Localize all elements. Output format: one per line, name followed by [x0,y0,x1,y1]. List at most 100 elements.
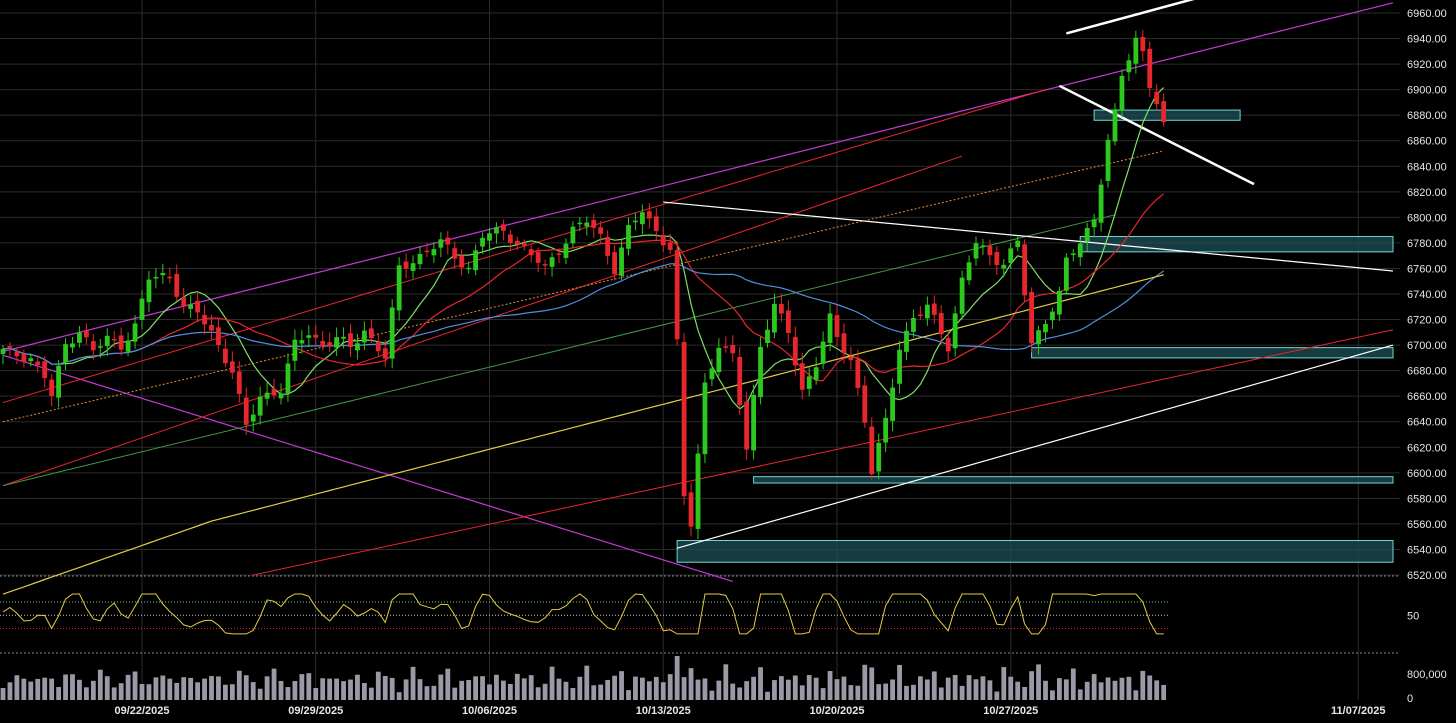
volume-bar [466,680,472,700]
price-tick-label: 6960.00 [1407,8,1447,20]
price-tick-label: 6780.00 [1407,238,1447,250]
price-tick-label: 6840.00 [1407,161,1447,173]
candle [1050,307,1055,329]
volume-bar [320,678,326,700]
price-tick-label: 6560.00 [1407,519,1447,531]
candle [0,345,6,365]
candle [820,331,826,370]
volume-bar [0,688,6,700]
candle [723,336,729,353]
volume-bar [236,670,242,700]
price-tick-label: 6860.00 [1407,136,1447,148]
candle-body [598,227,604,234]
candle-body [42,361,48,379]
candle-body [918,314,923,317]
volume-bar [362,682,367,700]
candle [466,261,472,274]
volume-bar [35,678,41,700]
candle [306,325,312,347]
volume-bar [1057,678,1062,700]
volume-bar [1043,680,1048,700]
candle [1112,103,1118,146]
candle-body [966,262,972,281]
candle [966,255,972,285]
candle-body [792,336,798,366]
support-zone [1093,109,1241,121]
volume-bar [1077,689,1083,700]
candle-body [355,343,360,351]
candle-body [1008,248,1014,263]
candle [1126,53,1132,81]
candle-body [681,341,687,497]
rsi-line [2,593,1164,635]
volume-bar [243,675,249,700]
candle [501,219,506,241]
candle-body [209,324,214,331]
volume-bar [417,679,423,700]
volume-bar [542,683,548,700]
volume-bar [806,675,812,700]
volume-bar [813,677,819,700]
candle-body [799,363,805,390]
candle [980,238,986,255]
volume-bar [341,681,346,700]
candle-body [243,397,249,425]
trend-line [1058,84,1255,186]
volume-bar [897,664,902,700]
candle [598,220,604,244]
candle [570,221,576,248]
candle [549,252,555,277]
volume-bar [84,687,89,700]
candle-body [292,339,298,361]
candle-body [250,414,256,422]
volume-bar [77,679,82,700]
candle [730,335,736,362]
candle [375,333,381,357]
candle [514,236,520,251]
volume-bar [779,676,784,700]
candle [911,309,916,338]
candle [452,241,458,269]
volume-bar [528,675,534,700]
price-tick-label: 6640.00 [1407,417,1447,429]
date-tick-label: 09/29/2025 [288,705,343,717]
candle-body [70,343,75,348]
volume-bar [209,676,214,700]
candle-body [730,345,736,354]
volume-bar [1098,682,1104,700]
candle [772,293,777,339]
volume-bar [591,685,597,700]
candle [563,238,569,264]
candle-body [125,340,131,352]
moving-averages [2,87,1165,595]
price-tick-label: 6580.00 [1407,493,1447,505]
volume-bar [765,691,770,700]
candle-body [49,379,55,396]
price-tick-label: 6940.00 [1407,34,1447,46]
candle-body [7,346,13,348]
price-tick-label: 6600.00 [1407,468,1447,480]
moving-average-21 [2,193,1165,382]
volume-bar [938,687,944,700]
volume-bar [1140,670,1146,700]
candle [646,203,652,229]
candle [21,349,27,368]
volume-bar [660,682,666,700]
price-tick-label: 6660.00 [1407,391,1447,403]
candle [577,216,583,232]
candle-body [1063,257,1069,291]
volume-bar [834,679,840,700]
candle-body [111,338,117,341]
date-axis: 09/22/2025 09/29/2025 10/06/2025 10/13/2025… [114,705,1385,717]
volume-bar [1119,677,1125,700]
candle [1057,286,1062,321]
candle-body [549,257,555,267]
rsi-pane: 50 [0,593,1419,635]
volume-bar [1161,685,1167,700]
candle-body [327,342,333,346]
candle-body [716,347,722,373]
candle-body [389,307,395,359]
volume-bar [563,681,569,700]
